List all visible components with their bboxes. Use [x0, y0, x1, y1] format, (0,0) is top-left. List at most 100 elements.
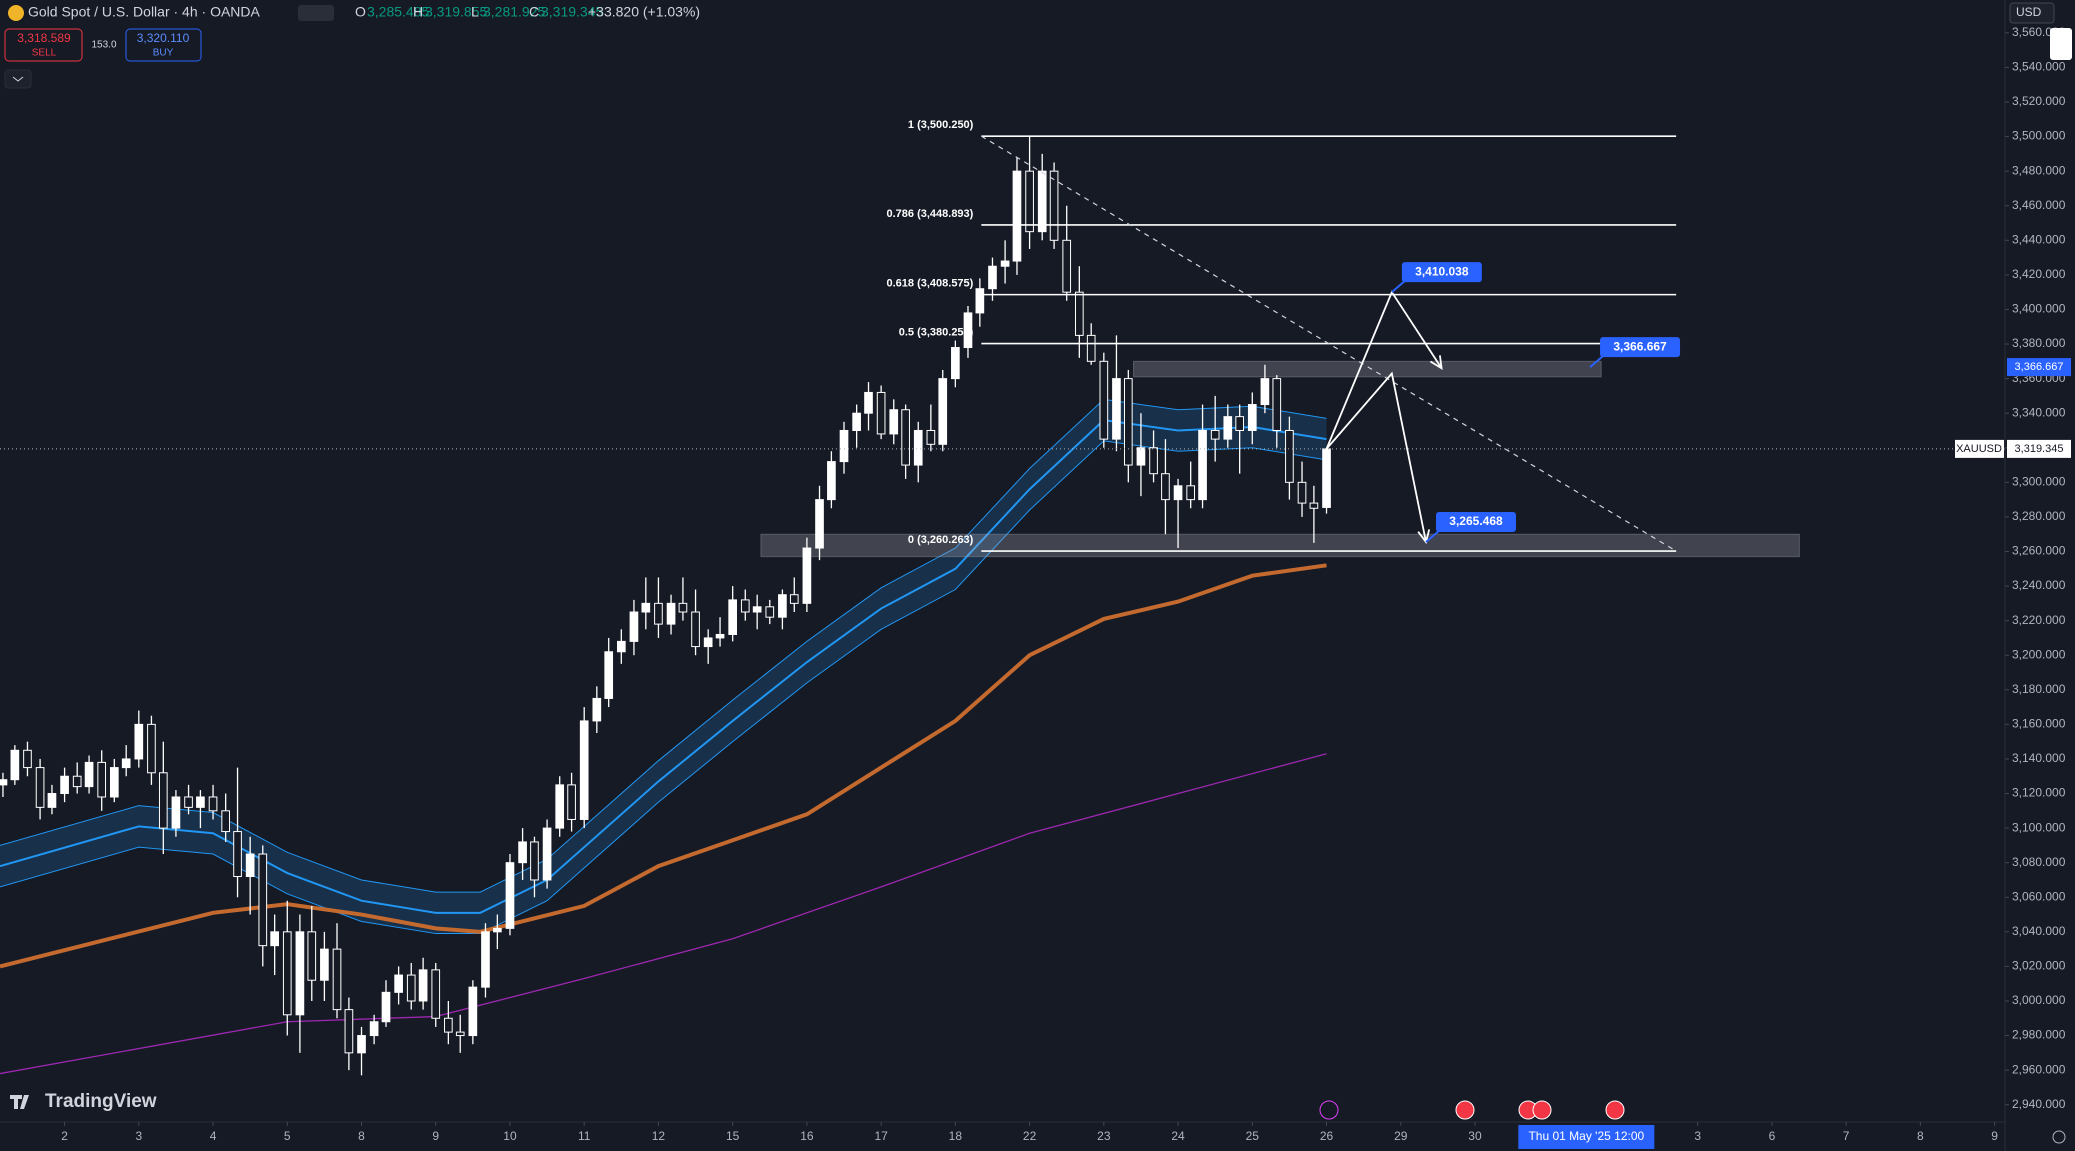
axis-price-label: 3,366.667: [2015, 361, 2064, 373]
ohlc-value: 3,281.925: [483, 4, 545, 20]
callout-box: [1435, 512, 1516, 533]
spread: 153.0: [91, 40, 116, 51]
candle-body: [815, 499, 824, 549]
candle-body: [864, 391, 873, 414]
x-tick-label: 9: [432, 1129, 439, 1143]
candle-body: [295, 931, 305, 1016]
x-tick-label: 10: [503, 1129, 517, 1143]
candle-body: [35, 767, 45, 808]
x-tick-label: 6: [1769, 1129, 1776, 1143]
candle-body: [876, 391, 886, 435]
candle-body: [406, 974, 416, 1002]
candle-body: [579, 720, 589, 820]
candle-body: [1260, 378, 1270, 406]
settings-button[interactable]: [2050, 28, 2072, 60]
candle-body: [357, 1035, 366, 1054]
x-tick-label: 2: [61, 1129, 68, 1143]
arrow-head: [1429, 355, 1443, 370]
logo-text[interactable]: TradingView: [45, 1091, 157, 1112]
x-tick-label: 23: [1097, 1129, 1111, 1143]
candle-body: [196, 796, 205, 808]
candle-body: [542, 827, 552, 881]
event-icon[interactable]: [1532, 1100, 1552, 1120]
y-tick-label: 3,080.000: [2012, 855, 2066, 869]
symbol-label: XAUUSD: [1956, 443, 2002, 455]
candle-body: [629, 611, 639, 642]
fib-label: 0.618 (3,408.575): [886, 278, 973, 290]
event-icon[interactable]: [1319, 1100, 1339, 1120]
candle-body: [691, 611, 700, 648]
symbol-title[interactable]: Gold Spot / U.S. Dollar · 4h · OANDA: [28, 4, 261, 20]
ohlc-value: 3,319.345: [541, 4, 603, 20]
candle-body: [938, 378, 948, 445]
candle-body: [1198, 429, 1207, 501]
y-tick-label: 3,380.000: [2012, 336, 2066, 350]
candle-body: [555, 784, 565, 829]
crosshair-date: Thu 01 May '25 12:00: [1528, 1129, 1644, 1143]
candle-body: [1161, 473, 1170, 501]
collapse-icon: [12, 76, 24, 82]
candle-body: [1123, 378, 1133, 466]
candle-body: [282, 931, 292, 1016]
callout-label: 3,265.468: [1449, 514, 1503, 528]
candle-body: [109, 767, 119, 798]
symbol-icon: [8, 5, 24, 21]
event-icon[interactable]: [1455, 1100, 1475, 1120]
x-tick-label: 22: [1023, 1129, 1037, 1143]
ohlc-value: 3,285.485: [367, 4, 429, 20]
candle-body: [827, 461, 836, 501]
candle-body: [10, 749, 20, 781]
candle-body: [1247, 404, 1257, 431]
x-tick-label: 4: [210, 1129, 217, 1143]
x-tick-label: 8: [358, 1129, 365, 1143]
crosshair-date-box: [1518, 1125, 1655, 1149]
candle-body: [654, 602, 663, 625]
candle-body: [678, 602, 688, 613]
axes: 2,940.000 2,960.000 2,980.000 3,000.000 3,02…: [61, 25, 2071, 1149]
y-tick-label: 3,500.000: [2012, 129, 2066, 143]
candle-body: [839, 429, 849, 463]
candle-body: [715, 633, 725, 639]
candle-body: [1136, 447, 1146, 466]
candle-body: [1025, 170, 1034, 233]
collapse-button[interactable]: [4, 69, 32, 89]
callout-label: 3,366.667: [1613, 339, 1667, 353]
candle-body: [1074, 291, 1084, 336]
ohlc-label: L: [471, 4, 479, 20]
y-tick-label: 3,020.000: [2012, 959, 2066, 973]
settings-icon[interactable]: [2052, 1130, 2066, 1144]
sell-button[interactable]: [4, 28, 83, 62]
candle-body: [444, 1017, 453, 1033]
y-tick-label: 3,140.000: [2012, 751, 2066, 765]
y-tick-label: 3,060.000: [2012, 889, 2066, 903]
candle-body: [567, 784, 576, 820]
last-price-box: [2007, 439, 2071, 458]
candle-body: [455, 1031, 465, 1037]
candle-body: [344, 1009, 354, 1054]
candle-body: [147, 723, 156, 774]
y-tick-label: 3,300.000: [2012, 475, 2066, 489]
status-badge[interactable]: [298, 5, 334, 21]
buy-button[interactable]: [125, 28, 202, 62]
candle-body: [208, 796, 218, 812]
fib-label: 1 (3,500.250): [908, 119, 974, 131]
candle-body: [1062, 239, 1072, 293]
currency-button[interactable]: [2009, 2, 2055, 24]
candle-body: [530, 841, 539, 881]
y-tick-label: 3,120.000: [2012, 786, 2066, 800]
event-icon[interactable]: [1605, 1100, 1625, 1120]
candle-body: [72, 775, 82, 788]
candle-body: [481, 931, 490, 988]
y-tick-label: 2,940.000: [2012, 1097, 2066, 1111]
band-fill: [0, 399, 1327, 934]
candle-body: [1173, 485, 1183, 501]
x-tick-label: 24: [1171, 1129, 1185, 1143]
y-tick-label: 3,240.000: [2012, 578, 2066, 592]
x-tick-label: 30: [1468, 1129, 1482, 1143]
candle-body: [641, 602, 651, 613]
candle-body: [913, 429, 923, 466]
x-tick-label: 17: [874, 1129, 888, 1143]
